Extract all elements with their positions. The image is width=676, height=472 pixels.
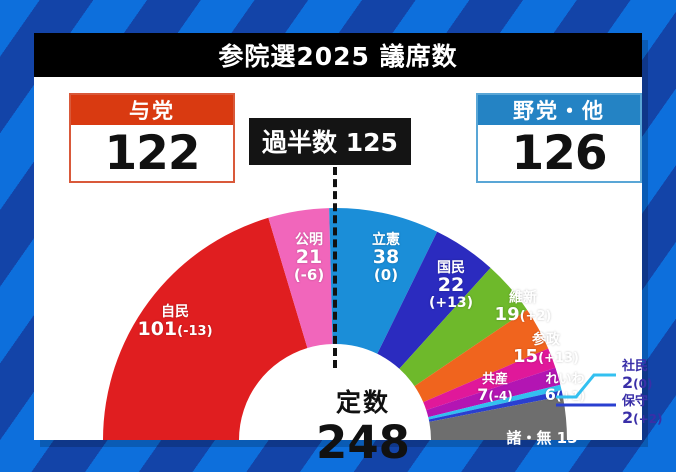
slice-label-hoshu-value: 2(+2) [622, 408, 663, 428]
opposition-label: 野党・他 [478, 95, 640, 125]
ruling-party-seats: 122 [104, 125, 200, 181]
infographic-card: 参院選2025 議席数 与党 122 野党・他 126 過半数 125 自民 1… [34, 33, 663, 466]
seat-distribution-chart [34, 133, 642, 440]
chart-slice-9 [428, 390, 563, 422]
total-seats-center-label: 定数 248 [288, 383, 438, 466]
ruling-party-summary-box: 与党 122 [69, 93, 235, 183]
majority-dashed-line [333, 155, 337, 368]
semicircle-donut-svg [103, 208, 567, 440]
chart-slice-3 [377, 231, 491, 369]
chart-slice-0 [103, 217, 308, 440]
majority-badge: 過半数 125 [249, 118, 411, 165]
chart-slice-6 [423, 348, 556, 411]
opposition-summary-box: 野党・他 126 [476, 93, 642, 183]
chart-slice-4 [399, 267, 528, 387]
chart-slices [103, 208, 567, 440]
chart-slice-7 [426, 367, 561, 418]
chart-slice-8 [428, 384, 562, 420]
leader-line-shamin [556, 373, 616, 399]
ruling-party-label: 与党 [71, 95, 233, 125]
opposition-seats: 126 [511, 125, 607, 181]
chart-slice-10 [429, 396, 567, 440]
slice-label-shomu: 諸・無 15 [506, 429, 578, 447]
slice-label-hoshu: 保守 2(+2) [622, 394, 676, 428]
page-title: 参院選2025 議席数 [34, 33, 642, 77]
chart-slice-1 [268, 208, 333, 349]
slice-label-shamin-value: 2(0) [622, 373, 653, 393]
slice-label-hoshu-name: 保守 [622, 394, 649, 409]
leader-lines [556, 373, 616, 407]
chart-slice-2 [329, 208, 438, 354]
slice-label-shamin: 社民 2(0) [622, 359, 676, 393]
page-title-text: 参院選2025 議席数 [218, 42, 458, 71]
total-seats-number: 248 [316, 416, 410, 469]
total-seats-word: 定数 [335, 388, 390, 417]
chart-slice-5 [414, 309, 549, 403]
slice-label-shamin-name: 社民 [622, 359, 649, 374]
